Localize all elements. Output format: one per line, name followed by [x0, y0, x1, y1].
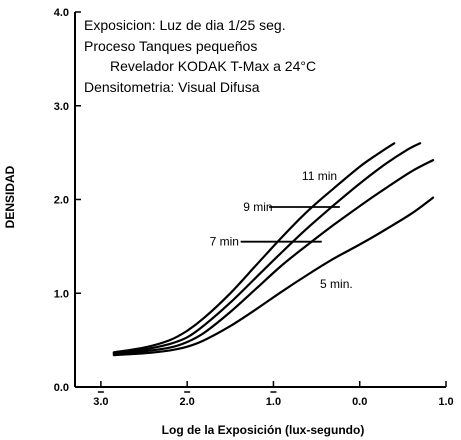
curve-label-9-min: 9 min [243, 200, 272, 214]
x-tick-label: 1.0 [438, 396, 453, 408]
curve-7-min [112, 159, 435, 356]
y-axis-ticks: 0.0 1.0 2.0 3.0 4.0 [54, 7, 81, 394]
info-line-developer: Revelador KODAK T-Max a 24°C [110, 58, 316, 74]
x-tick-label: 3.0 [93, 396, 108, 408]
info-line-densitometry: Densitometria: Visual Difusa [84, 79, 260, 95]
y-axis-title: DENSIDAD [3, 165, 17, 228]
y-tick-label: 0.0 [54, 382, 69, 394]
y-tick-label: 4.0 [54, 7, 69, 19]
y-tick-label: 2.0 [54, 195, 69, 207]
y-tick-label: 3.0 [54, 101, 69, 113]
curve-11-min [112, 142, 396, 354]
curve-label-11-min: 11 min [302, 169, 337, 183]
x-axis-title: Log de la Exposición (lux-segundo) [162, 423, 365, 437]
x-tick-label: 2.0 [180, 396, 195, 408]
info-line-process: Proceso Tanques pequeños [84, 38, 257, 54]
curve-label-7-min: 7 min [210, 235, 239, 249]
info-line-exposure: Exposicion: Luz de dia 1/25 seg. [84, 17, 286, 33]
curve-label-5-min: 5 min. [320, 277, 353, 291]
curve-5-min [112, 196, 435, 357]
x-tick-label: 1.0 [266, 396, 281, 408]
curves [112, 142, 435, 357]
info-text-block: Exposicion: Luz de dia 1/25 seg. Proceso… [84, 17, 316, 95]
x-axis-ticks: 3.0 2.0 1.0 0.0 1.0 [93, 381, 454, 408]
curve-labels: 11 min 9 min 7 min 5 min. [210, 169, 353, 291]
curve-9-min [112, 142, 422, 355]
y-tick-label: 1.0 [54, 288, 69, 300]
x-tick-label: 0.0 [352, 396, 367, 408]
